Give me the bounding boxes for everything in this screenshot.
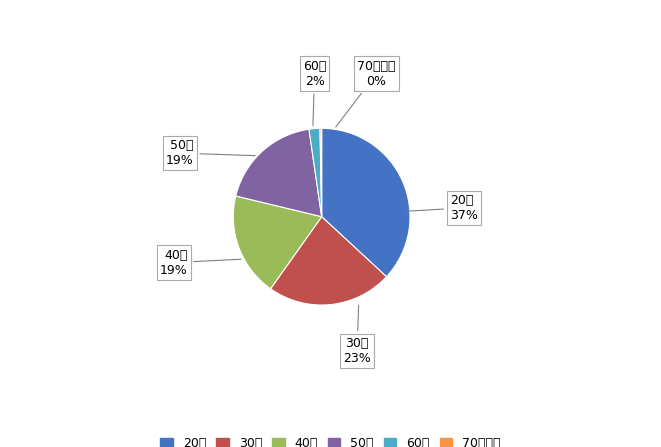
Wedge shape [270, 217, 387, 305]
Wedge shape [309, 128, 322, 217]
Text: 40代
19%: 40代 19% [160, 249, 241, 277]
Wedge shape [322, 128, 410, 277]
Wedge shape [236, 129, 322, 217]
Legend: 20代, 30代, 40代, 50代, 60代, 70代以上: 20代, 30代, 40代, 50代, 60代, 70代以上 [157, 434, 504, 447]
Text: 30代
23%: 30代 23% [343, 305, 371, 365]
Text: 70代以上
0%: 70代以上 0% [336, 59, 396, 127]
Text: 50代
19%: 50代 19% [166, 139, 255, 167]
Text: 60代
2%: 60代 2% [303, 59, 327, 126]
Text: 20代
37%: 20代 37% [407, 194, 478, 222]
Wedge shape [320, 128, 322, 217]
Wedge shape [233, 196, 322, 289]
